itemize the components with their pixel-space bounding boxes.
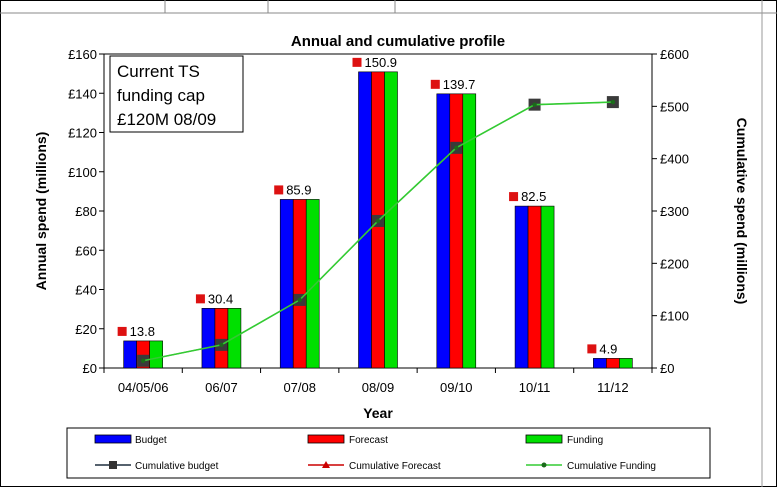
bar-funding-2 <box>305 199 320 369</box>
funding-cap-note: Current TS funding cap £120M 08/09 <box>109 55 244 133</box>
x-tick-label-1: 06/07 <box>205 380 238 395</box>
cum-funding-point-5 <box>532 102 537 107</box>
bar-budget-5 <box>514 205 529 369</box>
bar-forecast-4 <box>449 93 464 369</box>
note-line-2: funding cap <box>117 86 205 105</box>
legend-label-cum-budget: Cumulative budget <box>135 461 219 472</box>
note-line-3: £120M 08/09 <box>117 110 216 129</box>
bar-forecast-1 <box>214 308 229 369</box>
legend-label-cum-forecast: Cumulative Forecast <box>349 461 441 472</box>
data-label-0: 13.8 <box>130 324 155 339</box>
legend: Budget Forecast Funding Cumulative budge… <box>66 427 711 479</box>
cum-funding-point-3 <box>375 218 381 224</box>
y-tick-label-4: £80 <box>75 204 97 219</box>
bar-funding-0 <box>149 340 163 369</box>
legend-swatch-forecast <box>307 434 345 444</box>
bar-budget-0 <box>123 340 137 369</box>
data-label-marker-1 <box>195 294 205 304</box>
x-tick-label-4: 09/10 <box>440 380 473 395</box>
legend-marker-cum-forecast <box>322 461 330 468</box>
data-labels-group: 13.8 30.4 85.9 150.9 139.7 82.5 4.9 <box>117 55 617 356</box>
bar-funding-5 <box>540 205 555 369</box>
bar-budget-3 <box>358 71 372 369</box>
x-tick-label-5: 10/11 <box>519 380 551 395</box>
bar-budget-4 <box>436 93 451 369</box>
right-axis-ticks: £0 £100 £200 £300 £400 £500 £600 <box>652 47 689 376</box>
y-tick-label-3: £60 <box>75 243 97 258</box>
data-label-5: 82.5 <box>521 189 546 204</box>
left-axis-ticks: £0 £20 £40 £60 £80 £100 £120 £140 £160 <box>68 47 104 376</box>
x-axis-title: Year <box>363 405 393 421</box>
data-label-4: 139.7 <box>443 77 476 92</box>
legend-box <box>66 427 711 479</box>
data-label-marker-5 <box>509 192 519 202</box>
y2-tick-label-2: £200 <box>660 256 689 271</box>
data-label-3: 150.9 <box>365 55 398 70</box>
data-label-marker-0 <box>117 326 127 336</box>
y2-tick-label-4: £400 <box>660 152 689 167</box>
data-label-marker-6 <box>587 344 597 354</box>
chart-title: Annual and cumulative profile <box>291 33 505 50</box>
y-tick-label-5: £100 <box>68 165 97 180</box>
x-axis-ticks: 04/05/06 06/07 07/08 08/09 09/10 10/11 11/12 <box>103 368 653 395</box>
bar-funding-6 <box>619 358 633 369</box>
legend-label-funding: Funding <box>567 435 603 446</box>
note-box <box>109 55 244 133</box>
cum-funding-point-2 <box>297 297 302 303</box>
x-tick-label-3: 08/09 <box>362 380 395 395</box>
x-tick-label-2: 07/08 <box>283 380 316 395</box>
bar-forecast-6 <box>606 358 620 369</box>
cum-funding-point-0 <box>140 358 146 363</box>
legend-swatch-funding <box>525 434 563 444</box>
y-tick-label-1: £20 <box>75 322 97 337</box>
data-label-6: 4.9 <box>599 341 617 356</box>
data-label-marker-3 <box>352 57 362 67</box>
bar-budget-1 <box>201 308 216 369</box>
cum-funding-point-1 <box>219 342 224 348</box>
y2-tick-label-3: £300 <box>660 204 689 219</box>
y2-tick-label-0: £0 <box>660 361 674 376</box>
y-tick-label-2: £40 <box>75 283 97 298</box>
bar-funding-4 <box>462 93 477 369</box>
y-tick-label-0: £0 <box>83 361 97 376</box>
y-tick-label-8: £160 <box>68 47 97 62</box>
bar-budget-6 <box>593 358 607 369</box>
y2-tick-label-6: £600 <box>660 47 689 62</box>
cum-funding-point-6 <box>610 99 616 105</box>
data-label-marker-4 <box>430 79 440 89</box>
x-tick-label-0: 04/05/06 <box>118 380 169 395</box>
legend-swatch-budget <box>94 434 132 444</box>
bar-funding-3 <box>384 71 398 369</box>
note-line-1: Current TS <box>117 62 200 81</box>
bar-forecast-2 <box>292 199 307 369</box>
legend-marker-cum-funding <box>541 462 547 468</box>
y2-tick-label-1: £100 <box>660 309 689 324</box>
data-label-1: 30.4 <box>208 291 233 306</box>
data-label-2: 85.9 <box>286 182 311 197</box>
data-label-marker-2 <box>274 185 284 195</box>
y2-axis-title: Cumulative spend (millions) <box>734 118 750 305</box>
x-tick-label-6: 11/12 <box>597 380 629 395</box>
bar-budget-2 <box>279 199 294 369</box>
y2-tick-label-5: £500 <box>660 99 689 114</box>
bar-forecast-5 <box>527 205 542 369</box>
lines-group <box>137 96 619 367</box>
y-tick-label-6: £120 <box>68 126 97 141</box>
y-axis-title: Annual spend (millions) <box>33 132 49 291</box>
legend-label-cum-funding: Cumulative Funding <box>567 461 656 472</box>
legend-label-forecast: Forecast <box>349 435 388 446</box>
cum-funding-point-4 <box>454 145 459 151</box>
legend-label-budget: Budget <box>135 435 167 446</box>
y-tick-label-7: £140 <box>68 86 97 101</box>
legend-marker-cum-budget <box>109 461 117 469</box>
